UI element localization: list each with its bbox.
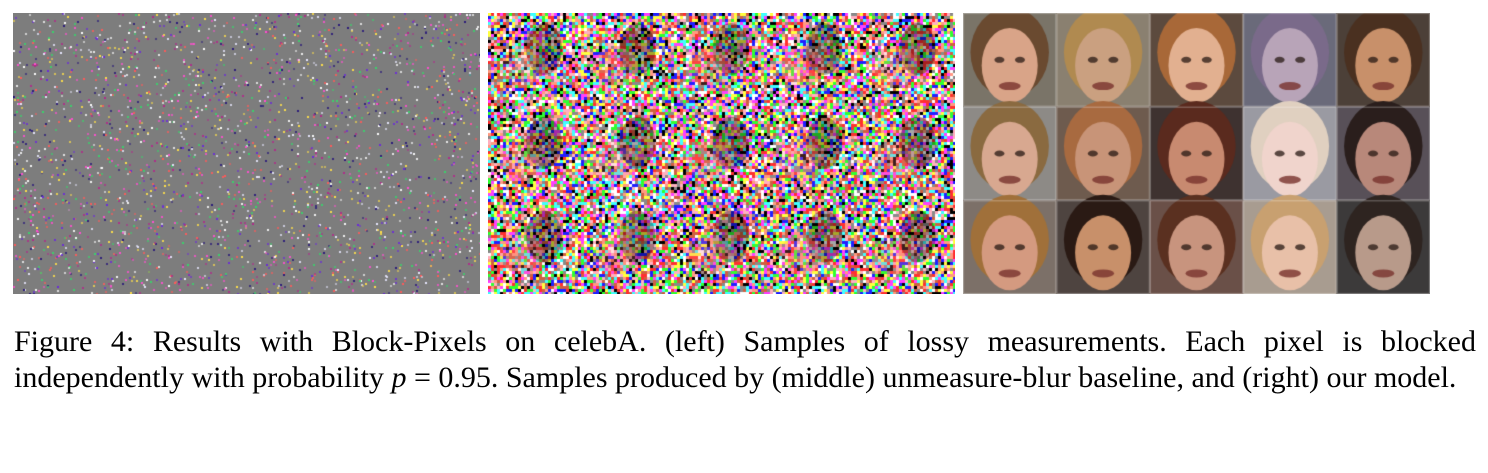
- lossy-measurements-panel: [13, 13, 480, 294]
- caption-text-part2: . Samples produced by (middle) unmeasure…: [490, 361, 1457, 394]
- caption-math-val: 0.95: [438, 361, 491, 394]
- unmeasure-blur-panel: [488, 13, 955, 294]
- caption-math-eq: =: [406, 361, 439, 394]
- lossy-measurements-image: [13, 13, 480, 294]
- our-model-panel: [963, 13, 1430, 294]
- caption-text-part1: Figure 4: Results with Block-Pixels on c…: [14, 325, 1476, 394]
- figure-caption: Figure 4: Results with Block-Pixels on c…: [14, 324, 1476, 396]
- our-model-faces-image: [963, 13, 1430, 294]
- caption-math-var: p: [391, 361, 407, 394]
- unmeasure-blur-image: [488, 13, 955, 294]
